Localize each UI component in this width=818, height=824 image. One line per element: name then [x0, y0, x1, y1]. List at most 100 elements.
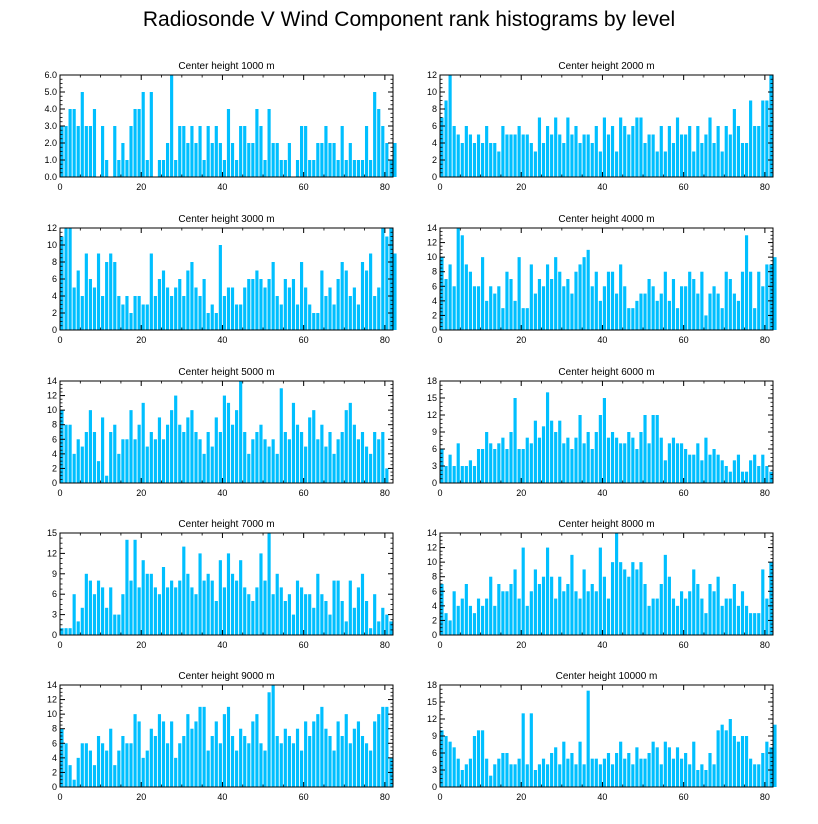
x-tick-label: 80 — [380, 182, 390, 192]
histogram-bar — [316, 439, 320, 483]
histogram-bar — [476, 286, 481, 330]
histogram-bar — [369, 628, 373, 635]
histogram-bar — [485, 432, 489, 483]
histogram-bar — [80, 296, 84, 330]
histogram-bar — [259, 126, 263, 177]
histogram-bar — [251, 721, 255, 787]
histogram-bar — [736, 126, 741, 177]
histogram-bar — [517, 598, 521, 635]
histogram-bar — [692, 279, 696, 330]
histogram-bar — [129, 410, 133, 483]
histogram-bar — [464, 764, 468, 787]
histogram-panel: Center height 3000 m 0 20 40 60 80 0 2 4 6 8 10 12 — [47, 214, 397, 345]
histogram-bar — [753, 126, 757, 177]
histogram-bar — [149, 253, 153, 330]
histogram-bar — [206, 126, 210, 177]
histogram-panel: Center height 2000 m 0 20 40 60 80 0 2 4 6 8 10 12 — [427, 61, 774, 192]
histogram-bar — [157, 160, 162, 177]
histogram-bar — [344, 270, 348, 330]
histogram-bar — [558, 271, 562, 330]
histogram-bar — [692, 151, 696, 177]
histogram-bar — [485, 300, 489, 330]
histogram-bar — [444, 466, 448, 483]
histogram-bar — [202, 580, 206, 635]
histogram-bar — [267, 446, 271, 483]
histogram-bar — [64, 424, 68, 483]
histogram-bar — [214, 417, 218, 483]
histogram-bar — [501, 591, 505, 635]
histogram-bar — [360, 573, 365, 635]
histogram-bar — [263, 160, 267, 177]
histogram-bar — [533, 293, 537, 330]
histogram-bar — [517, 449, 521, 483]
histogram-bar — [509, 584, 513, 635]
histogram-bar — [271, 685, 275, 787]
x-tick-label: 80 — [380, 488, 390, 498]
histogram-bar — [157, 594, 162, 635]
histogram-bar — [182, 126, 186, 177]
histogram-bar — [72, 453, 76, 483]
histogram-bar — [251, 279, 255, 330]
histogram-bar — [80, 743, 84, 787]
histogram-bar — [472, 143, 477, 177]
histogram-bar — [113, 424, 117, 483]
histogram-bar — [377, 109, 381, 177]
histogram-bar — [659, 126, 663, 177]
histogram-bar — [304, 287, 308, 330]
histogram-bar — [243, 287, 247, 330]
x-tick-label: 20 — [516, 792, 526, 802]
histogram-bar — [692, 454, 696, 483]
x-tick-label: 40 — [217, 488, 227, 498]
histogram-bar — [688, 454, 692, 483]
histogram-bar — [643, 758, 647, 787]
histogram-bar — [724, 730, 728, 787]
histogram-bar — [153, 736, 157, 787]
histogram-bar — [744, 471, 749, 483]
histogram-bar — [533, 420, 537, 483]
x-tick-label: 80 — [760, 182, 770, 192]
histogram-bar — [537, 279, 542, 330]
histogram-bar — [513, 300, 517, 330]
histogram-bar — [740, 271, 745, 330]
histogram-bar — [218, 743, 222, 787]
histogram-bar — [696, 293, 700, 330]
histogram-bar — [671, 437, 676, 483]
histogram-bar — [364, 601, 369, 635]
histogram-bar — [165, 743, 170, 787]
y-tick-label: 0 — [52, 782, 57, 792]
histogram-bar — [92, 287, 97, 330]
y-tick-label: 10 — [427, 252, 437, 262]
histogram-bar — [259, 424, 263, 483]
histogram-bar — [493, 143, 497, 177]
histogram-bar — [336, 580, 340, 635]
histogram-bar — [96, 736, 101, 787]
histogram-bar — [582, 443, 586, 483]
histogram-bar — [182, 296, 186, 330]
histogram-bar — [497, 286, 501, 330]
histogram-bar — [582, 569, 586, 635]
histogram-bar — [214, 126, 218, 177]
histogram-bar — [137, 721, 141, 787]
y-tick-label: 2 — [52, 463, 57, 473]
histogram-bar — [295, 728, 300, 787]
histogram-bar — [472, 466, 477, 483]
histogram-bar — [655, 415, 659, 483]
histogram-bar — [720, 151, 724, 177]
panel-title: Center height 4000 m — [558, 214, 654, 225]
y-tick-label: 15 — [427, 697, 437, 707]
y-tick-label: 0 — [432, 782, 437, 792]
histogram-bar — [749, 613, 753, 635]
histogram-bar — [541, 426, 546, 483]
histogram-bar — [105, 607, 109, 635]
histogram-bar — [133, 109, 137, 177]
histogram-bar — [271, 439, 275, 483]
histogram-bar — [651, 598, 655, 635]
histogram-bar — [190, 410, 194, 483]
histogram-bar — [291, 279, 296, 330]
histogram-bar — [198, 439, 202, 483]
histogram-bar — [222, 395, 226, 483]
histogram-bar — [558, 420, 562, 483]
histogram-bar — [340, 432, 344, 483]
histogram-bar — [460, 598, 464, 635]
